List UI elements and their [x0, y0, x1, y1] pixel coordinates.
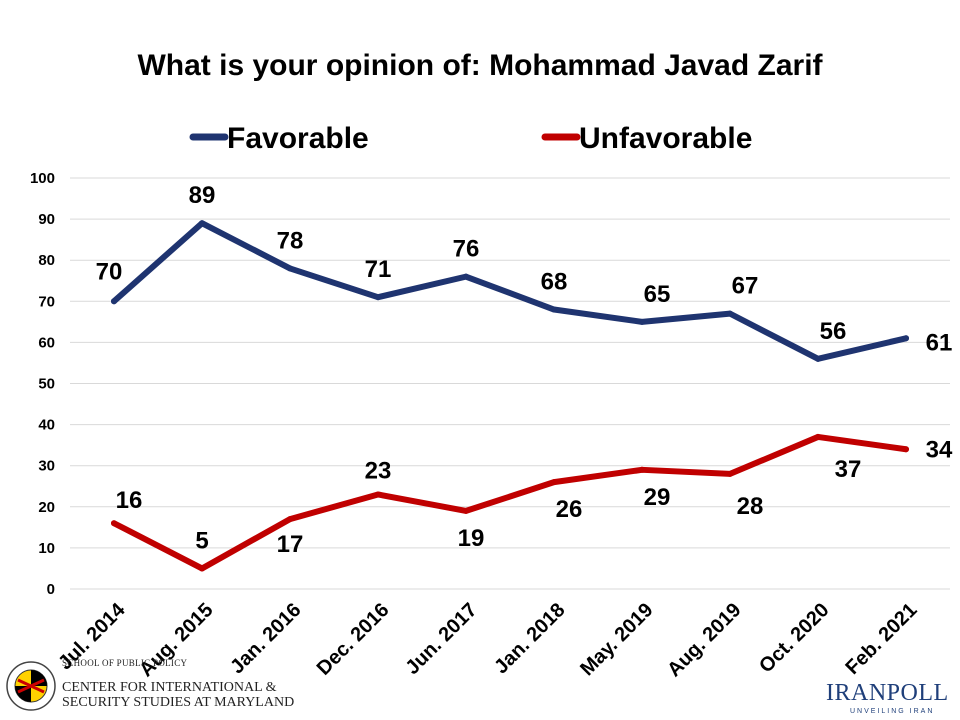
data-point-favorable: [815, 355, 821, 362]
data-label-favorable: 68: [541, 269, 568, 296]
data-label-unfavorable: 37: [835, 456, 862, 483]
series-lines: [111, 220, 909, 572]
data-label-favorable: 76: [453, 236, 480, 263]
y-axis: 0 10 20 30 40 50 60 70 80 90 100: [30, 170, 55, 598]
data-point-unfavorable: [551, 479, 557, 486]
x-tick-label: Jun. 2017: [402, 599, 482, 679]
y-tick-label: 80: [38, 252, 55, 269]
data-point-favorable: [287, 265, 293, 272]
umd-cissm-logo: SCHOOL OF PUBLIC POLICY CENTER FOR INTER…: [6, 658, 296, 716]
data-point-unfavorable: [903, 446, 909, 453]
data-point-favorable: [551, 306, 557, 313]
data-point-unfavorable: [463, 507, 469, 514]
data-label-favorable: 78: [277, 227, 304, 254]
data-point-favorable: [903, 335, 909, 342]
data-label-unfavorable: 26: [556, 496, 583, 523]
legend-label-favorable: Favorable: [227, 122, 369, 155]
series-line-unfavorable: [111, 433, 909, 572]
data-point-favorable: [639, 318, 645, 325]
data-point-favorable: [199, 220, 205, 227]
y-tick-label: 70: [38, 293, 55, 310]
data-label-unfavorable: 16: [116, 487, 143, 514]
y-tick-label: 0: [47, 581, 55, 598]
iranpoll-name: IRANPOLL: [826, 680, 949, 706]
data-label-unfavorable: 34: [926, 436, 953, 463]
x-tick-label: Feb. 2021: [842, 599, 922, 679]
umd-security-text: SECURITY STUDIES AT MARYLAND: [62, 695, 295, 710]
legend-label-unfavorable: Unfavorable: [579, 122, 752, 155]
umd-seal-icon: [6, 661, 56, 711]
iranpoll-tagline: UNVEILING IRAN: [850, 708, 935, 715]
data-label-favorable: 67: [732, 273, 759, 300]
x-tick-label: Aug. 2019: [663, 599, 745, 681]
data-point-unfavorable: [815, 433, 821, 440]
data-point-favorable: [463, 273, 469, 280]
data-point-unfavorable: [639, 466, 645, 473]
x-tick-label: Dec. 2016: [313, 599, 394, 680]
data-label-unfavorable: 17: [277, 531, 304, 558]
y-tick-label: 60: [38, 334, 55, 351]
chart-title: What is your opinion of: Mohammad Javad …: [137, 49, 823, 82]
data-point-favorable: [727, 310, 733, 317]
data-point-unfavorable: [111, 520, 117, 527]
data-point-unfavorable: [375, 491, 381, 498]
y-tick-label: 90: [38, 211, 55, 228]
data-label-favorable: 65: [644, 281, 671, 308]
legend: Favorable Unfavorable: [189, 122, 752, 155]
data-label-favorable: 61: [926, 329, 953, 356]
y-tick-label: 30: [38, 458, 55, 475]
data-label-favorable: 70: [96, 258, 123, 285]
data-point-unfavorable: [727, 470, 733, 477]
data-labels: 70 89 78 71 76 68 65 67 56 61 16 5 17 23 19 26 29 28 37 34: [96, 182, 953, 558]
data-label-unfavorable: 5: [195, 527, 208, 554]
iranpoll-logo: IRANPOLL UNVEILING IRAN: [820, 680, 955, 718]
y-tick-label: 40: [38, 417, 55, 434]
data-label-favorable: 89: [189, 182, 216, 209]
y-tick-label: 100: [30, 170, 55, 187]
data-point-unfavorable: [287, 516, 293, 523]
data-label-unfavorable: 23: [365, 457, 392, 484]
data-point-favorable: [111, 298, 117, 305]
y-tick-label: 10: [38, 540, 55, 557]
y-tick-label: 50: [38, 376, 55, 393]
gridlines: [70, 177, 950, 590]
data-label-unfavorable: 28: [737, 493, 764, 520]
data-label-unfavorable: 19: [458, 525, 485, 552]
data-label-unfavorable: 29: [644, 484, 671, 511]
x-tick-label: Jan. 2018: [490, 599, 569, 678]
umd-school-text: SCHOOL OF PUBLIC POLICY: [62, 658, 188, 668]
series-line-favorable: [111, 220, 909, 362]
y-tick-label: 20: [38, 499, 55, 516]
umd-center-text: CENTER FOR INTERNATIONAL &: [62, 680, 277, 695]
data-point-unfavorable: [199, 565, 205, 572]
x-tick-label: Oct. 2020: [755, 599, 833, 677]
x-tick-label: May. 2019: [576, 599, 657, 680]
data-point-favorable: [375, 294, 381, 301]
data-label-favorable: 71: [365, 256, 392, 283]
data-label-favorable: 56: [820, 318, 847, 345]
